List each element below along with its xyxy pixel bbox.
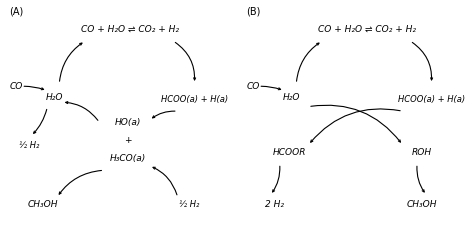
FancyArrowPatch shape [311, 109, 400, 142]
Text: H₂O: H₂O [283, 93, 300, 102]
Text: HCOOR: HCOOR [273, 148, 306, 157]
Text: +: + [124, 136, 132, 145]
FancyArrowPatch shape [153, 167, 177, 195]
FancyArrowPatch shape [175, 42, 196, 80]
FancyArrowPatch shape [297, 43, 319, 81]
Text: H₃CO(a): H₃CO(a) [110, 154, 146, 163]
FancyArrowPatch shape [311, 105, 401, 142]
Text: CO + H₂O ⇌ CO₂ + H₂: CO + H₂O ⇌ CO₂ + H₂ [82, 25, 179, 34]
Text: ROH: ROH [412, 148, 432, 157]
Text: (B): (B) [246, 7, 261, 17]
Text: (A): (A) [9, 7, 24, 17]
Text: CO: CO [246, 82, 260, 91]
FancyArrowPatch shape [59, 170, 101, 194]
Text: ½ H₂: ½ H₂ [19, 141, 39, 150]
Text: H₂O: H₂O [46, 93, 63, 102]
FancyArrowPatch shape [261, 86, 281, 90]
FancyArrowPatch shape [273, 166, 280, 192]
Text: HCOO(a) + H(a): HCOO(a) + H(a) [161, 95, 228, 104]
Text: 2 H₂: 2 H₂ [265, 200, 284, 209]
Text: HO(a): HO(a) [115, 118, 141, 127]
FancyArrowPatch shape [60, 43, 82, 81]
FancyArrowPatch shape [153, 111, 175, 118]
Text: CH₃OH: CH₃OH [27, 200, 58, 209]
FancyArrowPatch shape [417, 166, 424, 192]
Text: HCOO(a) + H(a): HCOO(a) + H(a) [398, 95, 465, 104]
Text: CH₃OH: CH₃OH [407, 200, 437, 209]
FancyArrowPatch shape [24, 86, 44, 90]
FancyArrowPatch shape [412, 42, 433, 80]
Text: ½ H₂: ½ H₂ [180, 200, 200, 209]
FancyArrowPatch shape [34, 109, 47, 133]
Text: CO + H₂O ⇌ CO₂ + H₂: CO + H₂O ⇌ CO₂ + H₂ [319, 25, 416, 34]
FancyArrowPatch shape [66, 101, 98, 120]
Text: CO: CO [9, 82, 23, 91]
